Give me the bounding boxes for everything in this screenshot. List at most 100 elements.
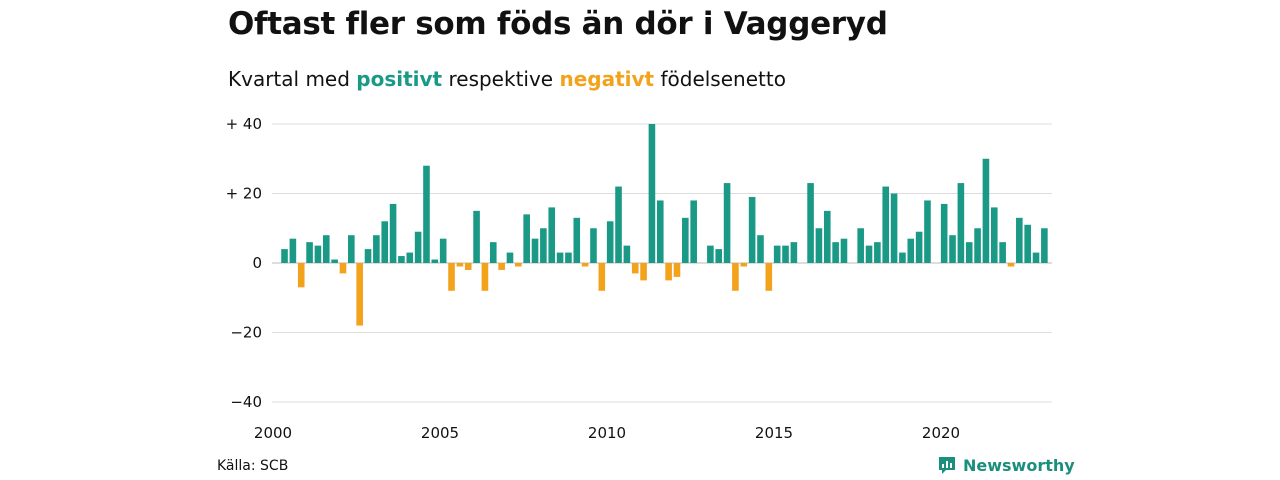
bar — [999, 242, 1006, 263]
bar — [339, 263, 347, 274]
x-tick-label: 2005 — [421, 424, 459, 442]
bar — [356, 263, 363, 326]
bar — [297, 263, 305, 288]
bar — [1041, 228, 1048, 263]
y-tick-label: + 40 — [226, 115, 262, 133]
bar — [414, 231, 422, 263]
x-tick-label: 2010 — [588, 424, 626, 442]
subtitle-suffix: födelsenetto — [654, 67, 786, 91]
bar — [656, 200, 664, 263]
bar — [423, 165, 430, 263]
bar — [623, 245, 631, 263]
bar — [682, 217, 689, 263]
bar — [690, 200, 697, 263]
bar — [740, 263, 748, 267]
subtitle-middle: respektive — [442, 67, 560, 91]
bar — [823, 210, 831, 263]
bar — [1024, 224, 1031, 263]
bar — [289, 238, 297, 263]
bar — [874, 242, 881, 263]
bar — [982, 158, 990, 263]
bar — [715, 249, 723, 263]
y-tick-label: + 20 — [226, 185, 262, 203]
bar — [924, 200, 931, 263]
bar — [748, 196, 756, 263]
bar — [448, 263, 455, 291]
source-note: Källa: SCB — [217, 458, 289, 474]
bar — [314, 245, 322, 263]
bar — [606, 221, 614, 263]
bar — [965, 242, 973, 263]
bar — [640, 263, 647, 281]
bar — [565, 252, 572, 263]
bar — [556, 252, 564, 263]
bar — [481, 263, 489, 291]
y-tick-label: −40 — [230, 393, 262, 411]
bar — [857, 228, 864, 263]
bar — [949, 235, 956, 263]
bar — [281, 249, 288, 263]
bar — [890, 193, 898, 263]
bar — [598, 263, 606, 291]
bar — [456, 263, 464, 267]
bar — [540, 228, 547, 263]
bar — [648, 124, 656, 263]
brand-logo: Newsworthy — [937, 455, 1075, 475]
bar — [757, 235, 764, 263]
subtitle-positive-word: positivt — [356, 67, 443, 91]
bar — [381, 221, 389, 263]
bar — [665, 263, 672, 281]
newsworthy-icon — [939, 457, 955, 474]
bar — [581, 263, 589, 267]
bar — [882, 186, 890, 263]
bar — [815, 228, 823, 263]
bar — [431, 259, 439, 263]
bar — [439, 238, 447, 263]
bar — [548, 207, 556, 263]
bar — [523, 214, 530, 263]
bar — [348, 235, 355, 263]
bar — [807, 183, 814, 263]
bar — [957, 183, 965, 263]
bar — [573, 217, 581, 263]
bar — [631, 263, 639, 274]
bar — [464, 263, 472, 270]
bar — [373, 235, 380, 263]
bar — [531, 238, 539, 263]
bar — [707, 245, 714, 263]
bar — [723, 183, 731, 263]
bar — [406, 252, 414, 263]
bar — [790, 242, 798, 263]
bar — [306, 242, 313, 263]
bar — [590, 228, 597, 263]
bar — [974, 228, 981, 263]
bar — [865, 245, 873, 263]
x-tick-label: 2015 — [755, 424, 793, 442]
bar — [782, 245, 789, 263]
subtitle-negative-word: negativt — [559, 67, 655, 91]
bar — [498, 263, 505, 270]
brand-name: Newsworthy — [963, 455, 1075, 475]
bar — [907, 238, 915, 263]
bar — [331, 259, 338, 263]
chart-title: Oftast fler som föds än dör i Vaggeryd — [228, 6, 888, 42]
bar — [990, 207, 998, 263]
bar — [322, 235, 330, 263]
bar — [773, 245, 781, 263]
bar — [1007, 263, 1015, 267]
bar — [398, 256, 405, 263]
bar — [364, 249, 372, 263]
x-tick-label: 2000 — [254, 424, 292, 442]
chart-subtitle: Kvartal med positivt respektive negativt… — [228, 67, 786, 91]
bar — [1016, 217, 1023, 263]
bar — [1032, 252, 1040, 263]
x-tick-label: 2020 — [922, 424, 960, 442]
bar — [515, 263, 522, 267]
bar — [615, 186, 622, 263]
y-tick-label: 0 — [252, 254, 262, 272]
bar — [673, 263, 681, 277]
bar — [832, 242, 839, 263]
bar — [940, 203, 948, 263]
bar — [489, 242, 497, 263]
